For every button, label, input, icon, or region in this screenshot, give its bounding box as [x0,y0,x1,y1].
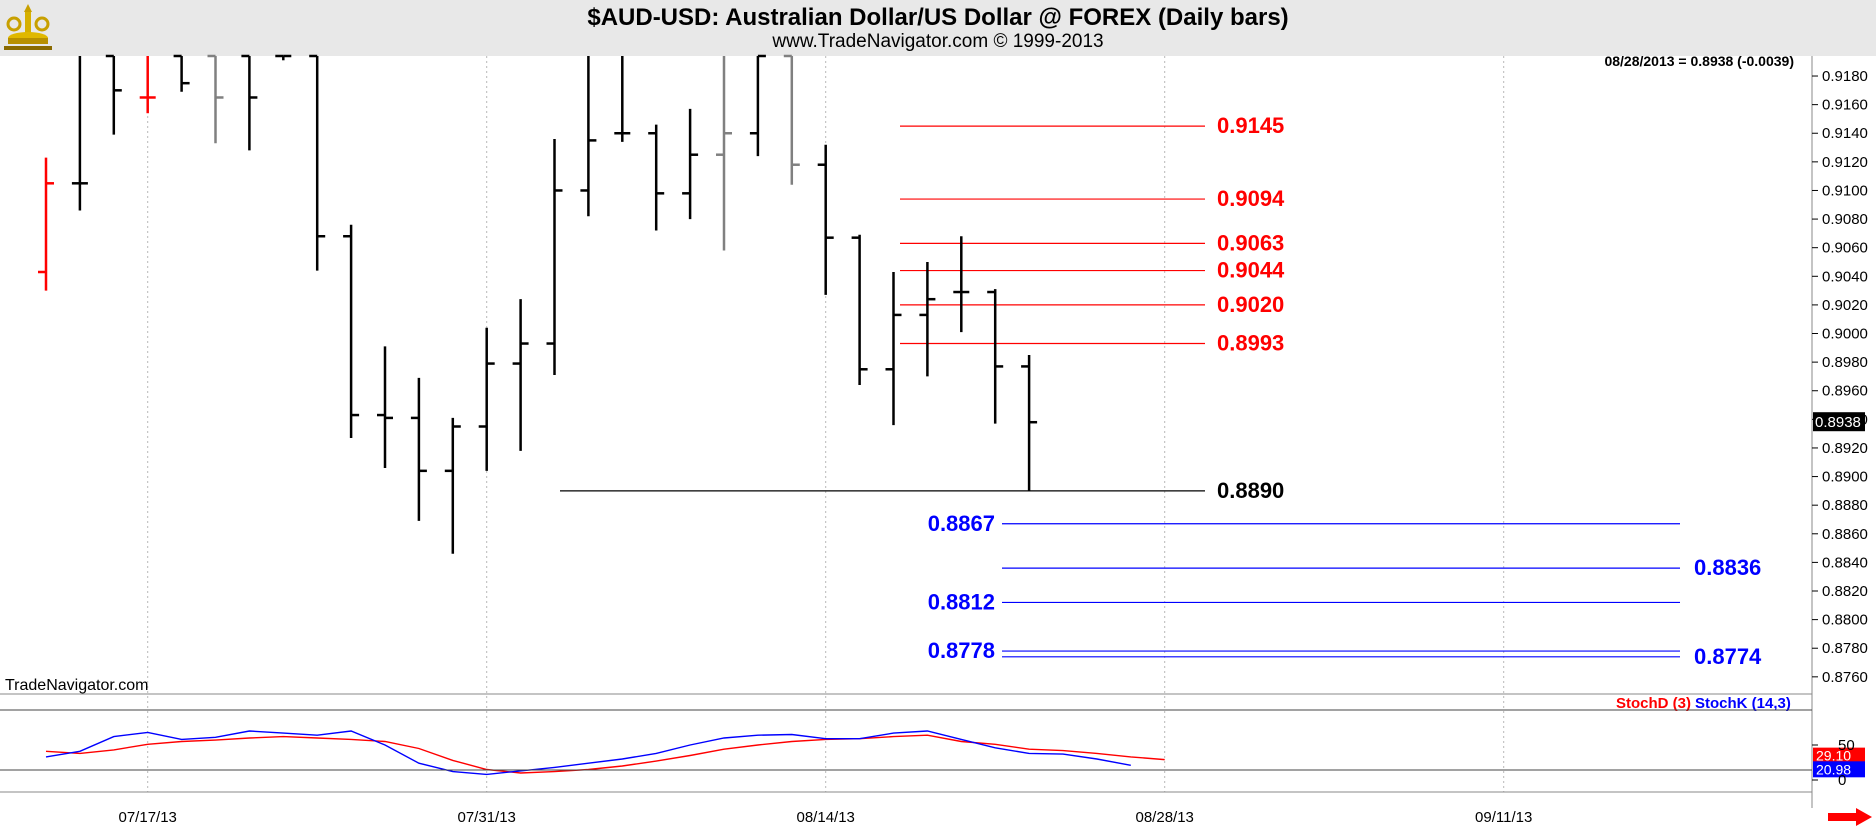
price-level-label: 0.9145 [1217,113,1284,138]
price-tick-label: 0.8920 [1822,440,1868,457]
ohlc-bar [783,54,800,185]
price-level-label: 0.8836 [1694,555,1761,580]
price-tick-label: 0.8760 [1822,669,1868,686]
price-level-label: 0.8867 [928,511,995,536]
ohlc-bar [241,54,258,151]
stoch-series-line [45,730,1131,776]
last-price-box [1813,412,1865,432]
ohlc-bar [546,138,563,375]
stoch-last-value-box [1813,761,1865,778]
price-tick-label: 0.8980 [1822,354,1868,371]
ohlc-bar [716,56,732,251]
price-tick-label: 0.9180 [1822,68,1868,85]
price-level-label: 0.8778 [928,638,995,663]
date-tick-label: 08/14/13 [797,809,855,826]
ohlc-bar [38,157,54,291]
scroll-right-arrow-icon[interactable] [1828,808,1872,826]
stoch-tick-label: 0 [1838,772,1846,789]
price-tick-label: 0.8820 [1822,583,1868,600]
ohlc-bar [173,54,190,92]
stoch-last-value-label: 29.10 [1816,748,1851,764]
ohlc-bar [71,56,88,211]
ohlc-bar [512,299,529,451]
price-tick-label: 0.9060 [1822,240,1868,257]
price-tick-label: 0.8960 [1822,383,1868,400]
price-tick-label: 0.8840 [1822,554,1868,571]
date-tick-label: 07/31/13 [458,809,516,826]
ohlc-bar [444,417,461,554]
ohlc-bar [749,54,766,157]
chart-header: $AUD-USD: Australian Dollar/US Dollar @ … [0,0,1876,56]
watermark: TradeNavigator.com [5,677,148,694]
price-level-label: 0.8812 [928,589,995,614]
price-level-label: 0.8774 [1694,644,1762,669]
price-level-label: 0.8890 [1217,478,1284,503]
ohlc-bar [953,236,970,333]
price-level-label: 0.9020 [1217,292,1284,317]
price-tick-label: 0.8780 [1822,640,1868,657]
date-tick-label: 08/28/13 [1136,809,1194,826]
date-tick-label: 07/17/13 [119,809,177,826]
price-tick-label: 0.9000 [1822,326,1868,343]
price-tick-label: 0.9160 [1822,97,1868,114]
stoch-series-line [45,734,1165,774]
ohlc-bar [817,144,834,295]
ohlc-bars [38,54,1038,554]
ohlc-bar [682,108,699,220]
trade-navigator-logo-icon [4,4,52,50]
ohlc-bar [105,54,122,135]
ohlc-bar [410,377,427,521]
price-levels: 0.9145 0.9094 0.9063 0.9044 0.9020 0.8993 0.88… [560,113,1762,669]
ohlc-bar [343,224,360,438]
price-tick-label: 0.9120 [1822,154,1868,171]
price-level-label: 0.9094 [1217,186,1285,211]
last-price-label: 0.8938 [1815,414,1861,431]
price-tick-label: 0.9140 [1822,125,1868,142]
price-tick-label: 0.9020 [1822,297,1868,314]
legend-stochk: StochK (14,3) [1695,695,1791,712]
ohlc-bar [580,56,597,217]
stoch-last-value-box [1813,747,1865,764]
ohlc-bar [377,346,393,468]
ohlc-bar [885,272,902,426]
price-tick-label: 0.8900 [1822,469,1868,486]
price-tick-label: 0.8800 [1822,612,1868,629]
date-tick-label: 09/11/13 [1475,809,1532,826]
price-tick-label: 0.9080 [1822,211,1868,228]
stoch-tick-label: 50 [1838,737,1855,754]
ohlc-bar [919,261,936,377]
legend-stochd: StochD (3) [1616,695,1691,712]
price-tick-label: 0.9040 [1822,268,1868,285]
price-level-label: 0.8993 [1217,331,1284,356]
price-tick-label: 0.8880 [1822,497,1868,514]
status-readout: 08/28/2013 = 0.8938 (-0.0039) [1604,53,1794,69]
ohlc-bar [614,56,631,142]
ohlc-bar [207,54,224,144]
ohlc-bar [851,234,868,386]
ohlc-bar [987,289,1004,424]
ohlc-bar [275,54,292,61]
price-level-label: 0.9044 [1217,258,1285,283]
price-level-label: 0.9063 [1217,230,1284,255]
ohlc-bar [139,56,156,114]
chart-subtitle: www.TradeNavigator.com © 1999-2013 [772,31,1104,52]
price-tick-label: 0.9100 [1822,182,1868,199]
chart-title: $AUD-USD: Australian Dollar/US Dollar @ … [587,4,1289,31]
ohlc-bar [1021,354,1038,491]
ohlc-bar [309,54,326,271]
ohlc-bar [648,124,665,231]
axes: 0.9180 0.9160 0.9140 0.9120 0.9100 0.9080 0.90… [0,56,1868,826]
stoch-last-value-label: 20.98 [1816,761,1851,777]
price-tick-label: 0.8860 [1822,526,1868,543]
ohlc-bar [478,327,495,471]
